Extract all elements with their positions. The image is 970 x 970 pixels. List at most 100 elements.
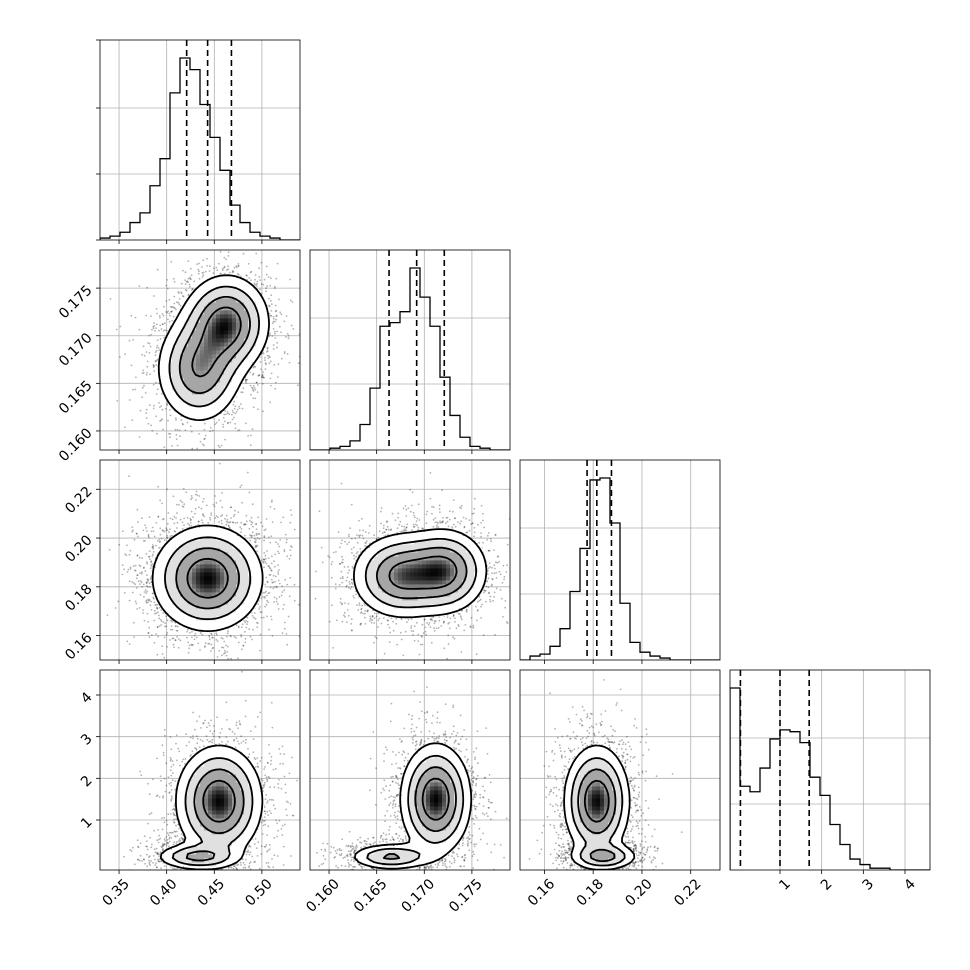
density-cell	[216, 386, 221, 391]
scatter-point	[165, 529, 168, 532]
scatter-point	[267, 357, 270, 359]
density-cell	[208, 310, 213, 315]
scatter-point	[186, 421, 189, 424]
scatter-point	[242, 252, 245, 255]
density-cell	[244, 322, 249, 327]
scatter-point	[270, 303, 273, 306]
density-cell	[184, 318, 189, 323]
scatter-point	[146, 599, 148, 601]
scatter-point	[237, 626, 240, 629]
scatter-point	[156, 388, 159, 391]
density-cell	[196, 366, 201, 371]
density-cell	[184, 350, 189, 355]
density-cell	[188, 374, 193, 379]
scatter-point	[260, 597, 262, 600]
scatter-point	[196, 263, 198, 266]
scatter-point	[187, 277, 190, 280]
scatter-point	[286, 333, 289, 335]
scatter-point	[269, 334, 271, 336]
density-cell	[172, 358, 177, 363]
density-cell	[248, 294, 253, 299]
density-cell	[168, 394, 173, 399]
scatter-point	[130, 364, 133, 367]
scatter-point	[221, 492, 223, 494]
density-cell	[184, 370, 189, 375]
density-cell	[216, 382, 221, 387]
density-cell	[220, 310, 225, 315]
density-cell	[236, 310, 241, 315]
scatter-point	[252, 384, 255, 387]
scatter-point	[285, 538, 288, 541]
density-cell	[216, 330, 221, 335]
scatter-point	[160, 624, 163, 626]
scatter-point	[268, 565, 270, 567]
density-cell	[240, 294, 245, 299]
density-cell	[208, 406, 213, 411]
scatter-point	[226, 518, 229, 521]
density-cell	[188, 306, 193, 311]
density-cell	[216, 302, 221, 307]
scatter-point	[254, 366, 257, 368]
density-cell	[184, 354, 189, 359]
density-cell	[236, 362, 241, 367]
scatter-point	[260, 368, 262, 371]
scatter-point	[186, 516, 189, 519]
scatter-point	[232, 515, 235, 518]
scatter-point	[283, 627, 286, 630]
density-cell	[196, 342, 201, 347]
density-cell	[236, 382, 241, 387]
scatter-point	[212, 503, 215, 506]
scatter-point	[145, 527, 147, 529]
scatter-point	[272, 348, 275, 350]
scatter-point	[188, 524, 191, 526]
scatter-point	[274, 580, 276, 583]
scatter-point	[206, 264, 209, 267]
scatter-point	[208, 635, 211, 638]
scatter-point	[249, 444, 252, 447]
density-cell	[252, 354, 257, 359]
scatter-point	[234, 412, 237, 415]
scatter-point	[127, 568, 130, 571]
scatter-point	[269, 377, 272, 380]
density-cell	[196, 314, 201, 319]
density-cell	[204, 302, 209, 307]
scatter-point	[267, 592, 270, 595]
scatter-point	[197, 523, 200, 526]
scatter-point	[198, 270, 200, 273]
scatter-point	[227, 630, 229, 633]
scatter-point	[263, 558, 265, 561]
scatter-point	[156, 606, 158, 609]
density-cell	[196, 402, 201, 407]
scatter-point	[176, 429, 179, 431]
scatter-point	[228, 521, 231, 524]
scatter-point	[215, 638, 218, 641]
density-cell	[216, 306, 221, 311]
scatter-point	[268, 355, 270, 357]
scatter-point	[179, 639, 182, 642]
density-cell	[212, 366, 217, 371]
density-cell	[232, 386, 237, 391]
density-cell	[228, 370, 233, 375]
scatter-point	[201, 633, 204, 636]
scatter-point	[285, 336, 287, 338]
scatter-point	[215, 515, 218, 517]
density-cell	[248, 338, 253, 343]
scatter-point	[167, 310, 170, 313]
scatter-point	[164, 622, 167, 624]
density-cell	[220, 374, 225, 379]
density-cell	[176, 358, 181, 363]
scatter-point	[124, 426, 126, 429]
scatter-point	[267, 565, 270, 567]
density-cell	[164, 354, 169, 359]
scatter-point	[265, 273, 268, 276]
scatter-point	[189, 278, 192, 281]
density-cell	[228, 394, 233, 399]
scatter-point	[264, 359, 266, 361]
scatter-point	[179, 499, 182, 502]
density-cell	[228, 326, 233, 331]
density-cell	[224, 334, 229, 339]
scatter-point	[251, 638, 254, 641]
scatter-point	[220, 444, 223, 447]
scatter-point	[158, 329, 160, 332]
scatter-point	[152, 545, 155, 548]
